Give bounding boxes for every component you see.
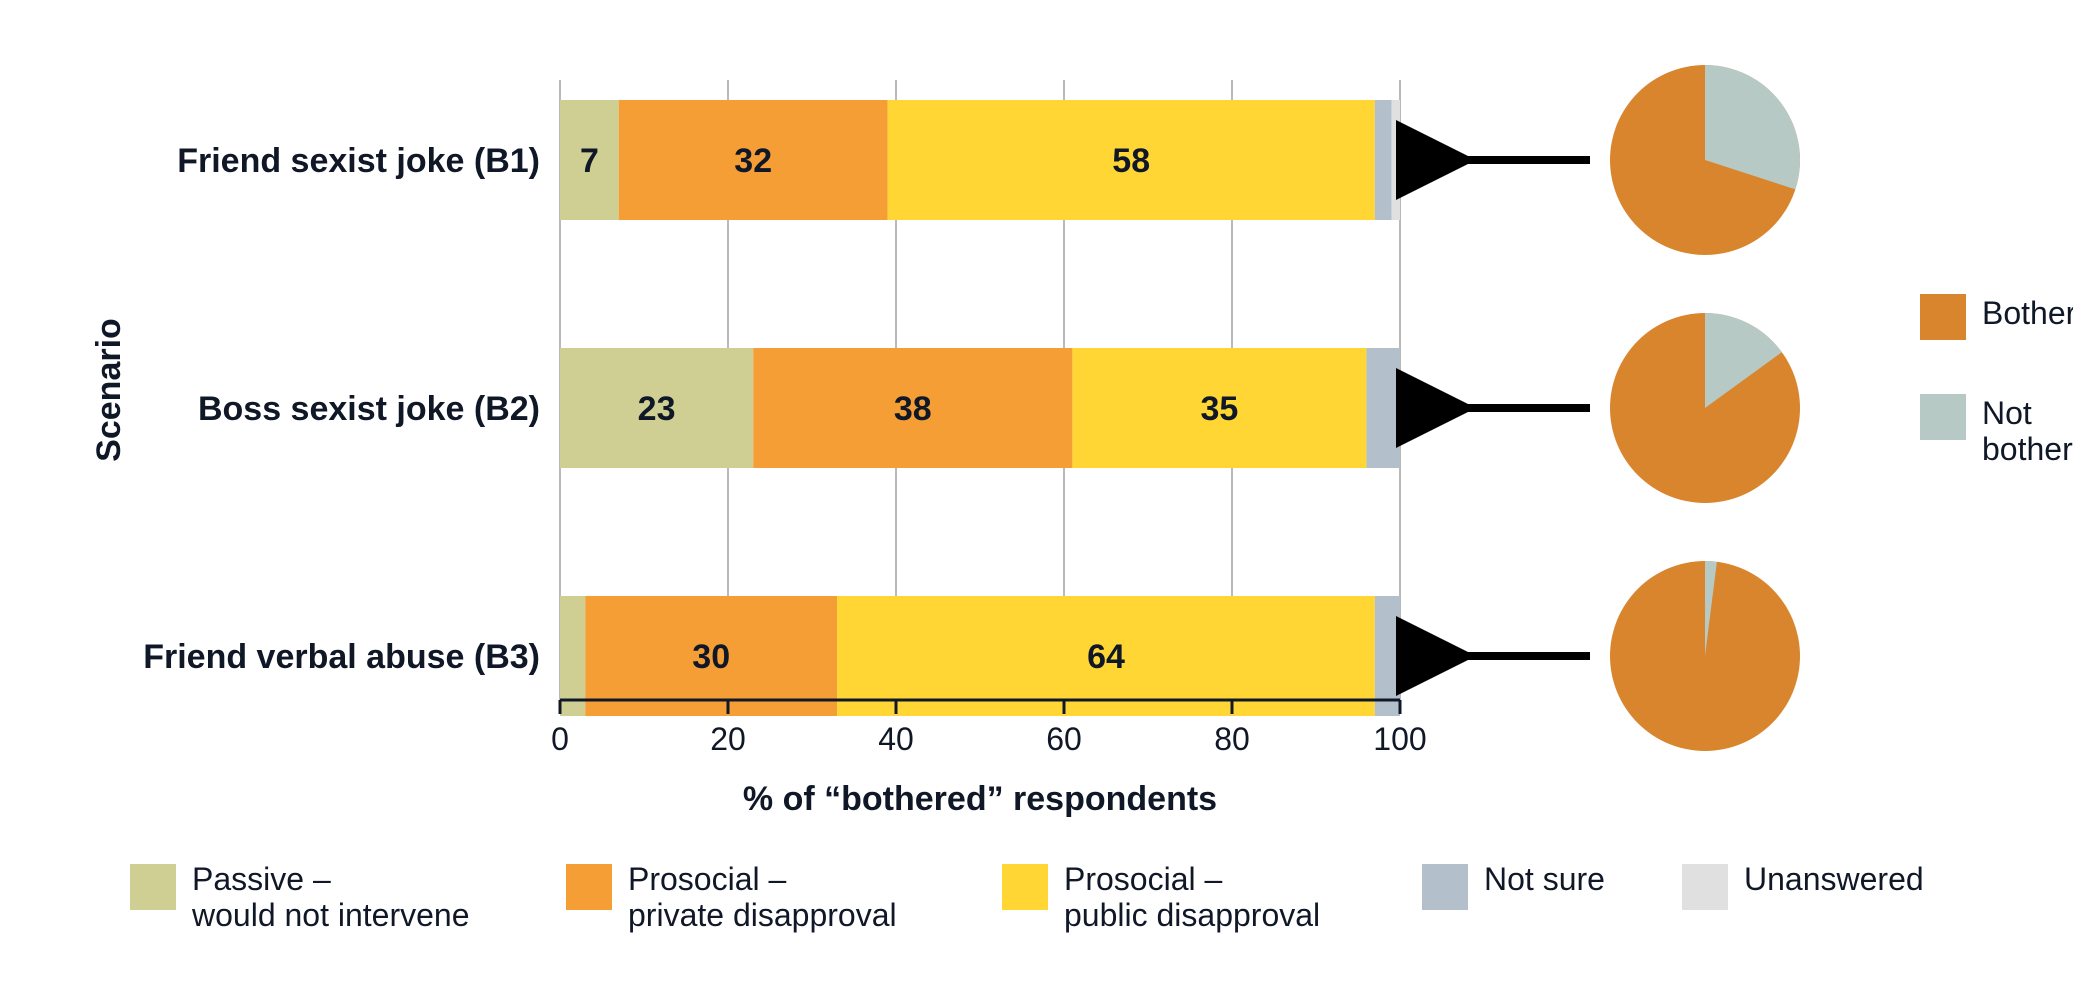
bar-value: 58 bbox=[1112, 142, 1150, 180]
bar-value: 30 bbox=[692, 638, 730, 676]
bar-value: 2 bbox=[1398, 142, 1417, 180]
legend-label: Unanswered bbox=[1744, 861, 1924, 897]
legend-label: Bothered bbox=[1982, 295, 2073, 331]
legend-label: Prosocial – bbox=[628, 861, 787, 897]
bar-value: 3 bbox=[1406, 638, 1425, 676]
legend-swatch bbox=[1682, 864, 1728, 910]
bar-segment-passive bbox=[560, 596, 585, 716]
legend-label: public disapproval bbox=[1064, 897, 1320, 933]
legend-swatch bbox=[1920, 294, 1966, 340]
bar-value: 23 bbox=[638, 390, 676, 428]
bar-value: 35 bbox=[1200, 390, 1238, 428]
row-label: Boss sexist joke (B2) bbox=[198, 390, 540, 428]
figure: Friend sexist joke (B1) 7 32 58 2 Boss sexist… bbox=[0, 0, 2073, 998]
legend-label: Not sure bbox=[1484, 861, 1605, 897]
bar-value: 4 bbox=[1406, 390, 1425, 428]
legend-label: Passive – bbox=[192, 861, 331, 897]
row-label: Friend sexist joke (B1) bbox=[177, 142, 540, 180]
legend-swatch bbox=[1002, 864, 1048, 910]
x-tick-label: 20 bbox=[710, 721, 746, 757]
legend-label: bothered bbox=[1982, 431, 2073, 467]
legend-swatch bbox=[1422, 864, 1468, 910]
x-tick-label: 40 bbox=[878, 721, 914, 757]
bar-segment-not_sure bbox=[1366, 348, 1400, 468]
legend-label: Prosocial – bbox=[1064, 861, 1223, 897]
legend-label: Not bbox=[1982, 395, 2032, 431]
bar-segment-not_sure bbox=[1375, 100, 1392, 220]
x-tick-label: 60 bbox=[1046, 721, 1082, 757]
y-axis-title: Scenario bbox=[90, 318, 128, 462]
bar-value: 64 bbox=[1087, 638, 1125, 676]
bar-value: 32 bbox=[734, 142, 772, 180]
legend-label: private disapproval bbox=[628, 897, 897, 933]
bar-value: 7 bbox=[580, 142, 599, 180]
x-tick-label: 100 bbox=[1373, 721, 1426, 757]
row-label: Friend verbal abuse (B3) bbox=[143, 638, 540, 676]
x-axis-title: % of “bothered” respondents bbox=[743, 780, 1217, 818]
bar-value: 38 bbox=[894, 390, 932, 428]
legend-swatch bbox=[1920, 394, 1966, 440]
legend-swatch bbox=[130, 864, 176, 910]
x-tick-label: 80 bbox=[1214, 721, 1250, 757]
x-tick-label: 0 bbox=[551, 721, 569, 757]
legend-label: would not intervene bbox=[191, 897, 470, 933]
legend-swatch bbox=[566, 864, 612, 910]
bar-segment-not_sure bbox=[1375, 596, 1400, 716]
bar-segment-unanswered bbox=[1392, 100, 1400, 220]
